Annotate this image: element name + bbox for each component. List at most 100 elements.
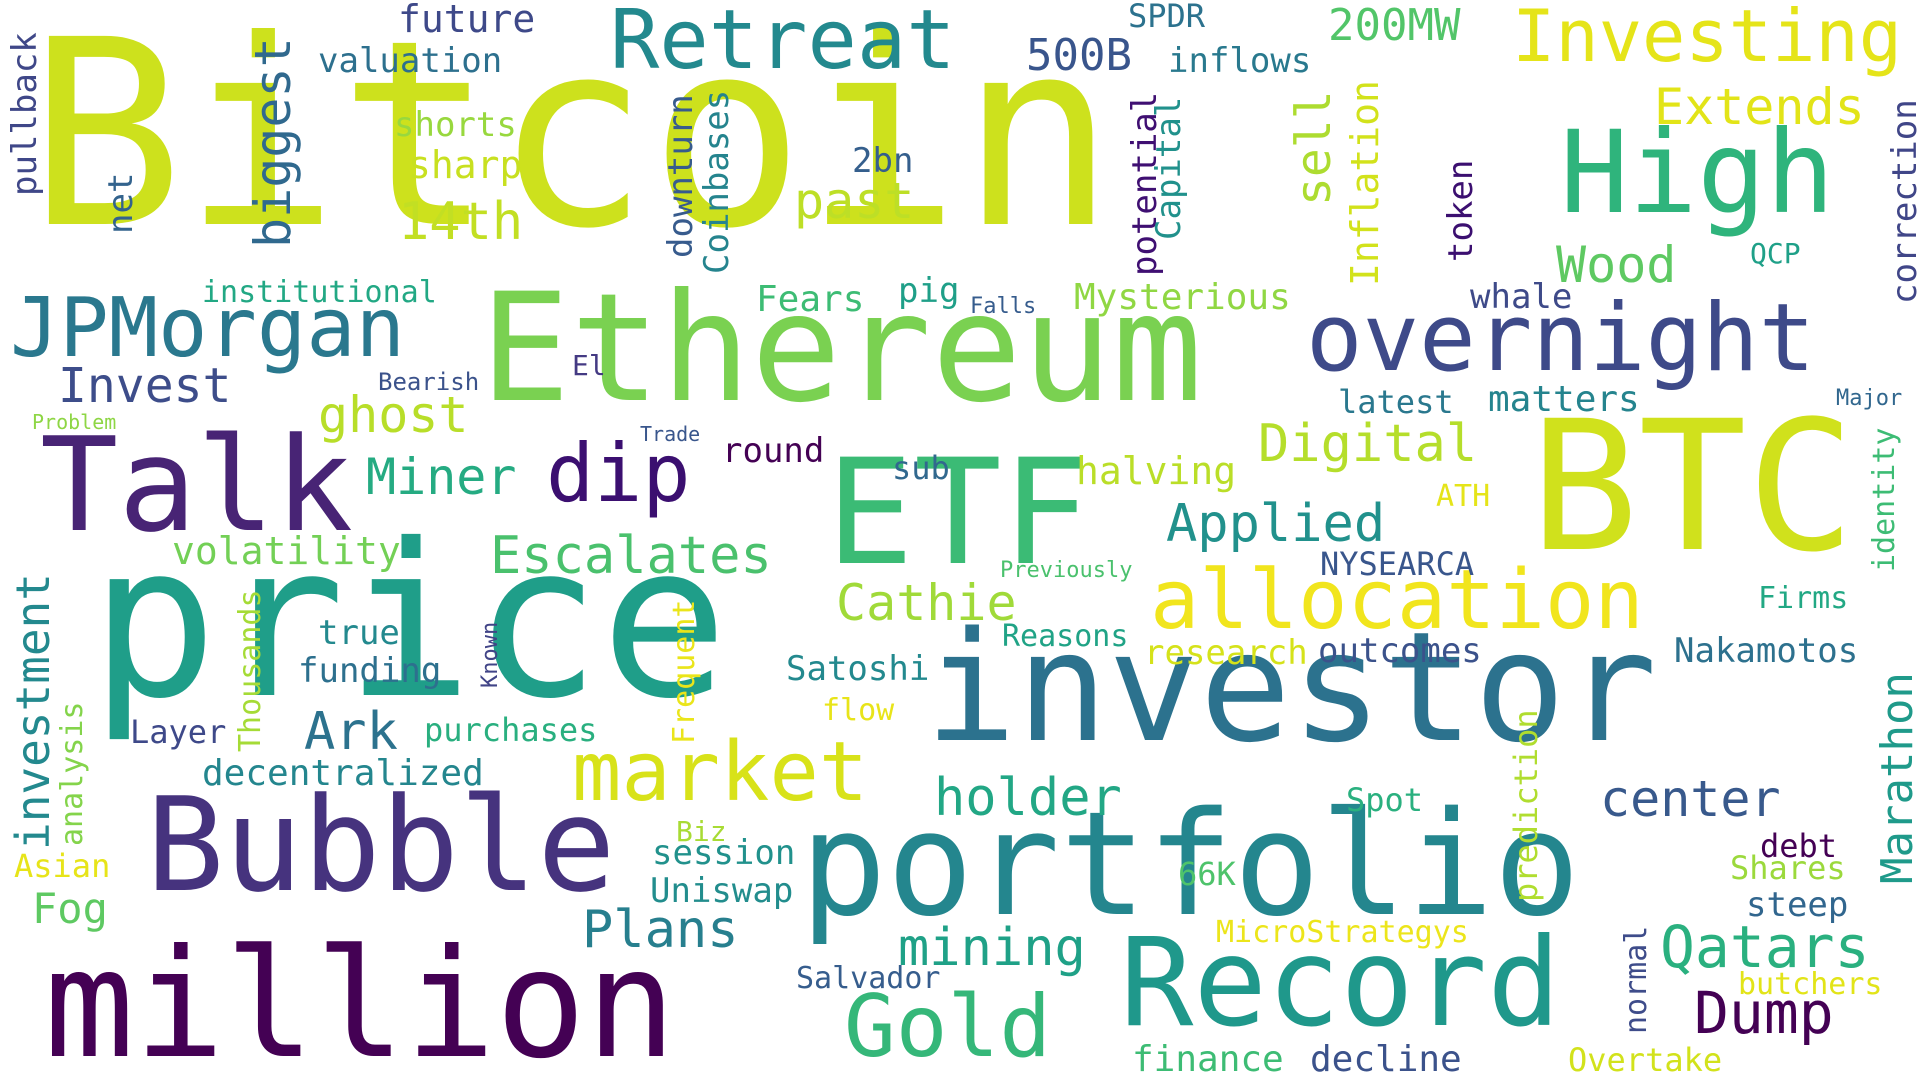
- word-round: round: [722, 431, 825, 471]
- word-shorts: shorts: [394, 105, 517, 145]
- word-net: net: [101, 172, 141, 234]
- word-token: token: [1441, 159, 1481, 262]
- word-high: High: [1560, 106, 1835, 239]
- word-center: center: [1600, 770, 1781, 828]
- word-ath: ATH: [1436, 479, 1491, 514]
- word-halving: halving: [1076, 449, 1237, 493]
- word-institutional: institutional: [202, 275, 437, 310]
- word-btc: BTC: [1530, 383, 1856, 592]
- word-qcp: QCP: [1750, 237, 1801, 270]
- word-miner: Miner: [366, 448, 517, 506]
- word-matters: matters: [1488, 379, 1640, 420]
- word-holder: holder: [934, 768, 1122, 828]
- word-spdr: SPDR: [1128, 0, 1206, 35]
- word-ark: Ark: [304, 702, 398, 762]
- word-debt: debt: [1760, 827, 1838, 865]
- word-nysearca: NYSEARCA: [1320, 545, 1475, 583]
- word-coinbases: Coinbases: [697, 89, 737, 274]
- word-sharp: sharp: [408, 143, 523, 187]
- word-fog: Fog: [32, 884, 108, 933]
- word-invest: Invest: [58, 358, 232, 414]
- word-investor: investor: [925, 599, 1658, 776]
- word-14th: 14th: [398, 192, 524, 252]
- word-nakamotos: Nakamotos: [1674, 631, 1859, 671]
- word-prediction: prediction: [1507, 709, 1545, 902]
- word-dip: dip: [546, 427, 691, 520]
- word-session: session: [652, 833, 796, 873]
- word-purchases: purchases: [424, 711, 598, 749]
- word-plans: Plans: [582, 900, 739, 960]
- word-bearish: Bearish: [378, 368, 480, 396]
- word-valuation: valuation: [318, 41, 503, 81]
- word-shares: Shares: [1730, 849, 1846, 887]
- word-million: million: [44, 918, 677, 1080]
- word-whale: whale: [1470, 277, 1573, 317]
- word-record: Record: [1120, 912, 1561, 1054]
- word-downturn: downturn: [661, 94, 701, 258]
- word-finance: finance: [1132, 1039, 1284, 1080]
- word-2bn: 2bn: [852, 141, 914, 181]
- word-known: Known: [478, 621, 503, 688]
- word-price: price: [90, 498, 729, 745]
- word-butchers: butchers: [1738, 967, 1883, 1002]
- word-66k: 66K: [1178, 855, 1236, 893]
- word-falls: Falls: [970, 294, 1037, 319]
- word-investment: investment: [6, 573, 60, 850]
- word-retreat: Retreat: [610, 0, 956, 88]
- word-latest: latest: [1338, 383, 1454, 421]
- word-dump: Dump: [1694, 979, 1834, 1047]
- word-problem: Problem: [32, 410, 117, 434]
- word-firms: Firms: [1758, 581, 1849, 616]
- word-steep: steep: [1746, 885, 1849, 925]
- word-uniswap: Uniswap: [650, 871, 794, 911]
- word-overtake: Overtake: [1568, 1041, 1723, 1079]
- word-500b: 500B: [1026, 30, 1132, 81]
- word-past: past: [794, 172, 915, 230]
- word-ghost: ghost: [318, 386, 469, 444]
- word-research: research: [1144, 633, 1308, 673]
- word-frequent: Frequent: [667, 599, 702, 745]
- word-allocation: allocation: [1150, 553, 1644, 648]
- word-el: El: [572, 349, 606, 382]
- word-gold: Gold: [844, 977, 1052, 1077]
- word-applied: Applied: [1166, 494, 1386, 554]
- word-inflation: Inflation: [1343, 80, 1387, 286]
- word-overnight: overnight: [1306, 284, 1816, 393]
- word-inflows: inflows: [1168, 41, 1312, 81]
- word-wood: Wood: [1556, 236, 1677, 294]
- word-flow: flow: [822, 693, 895, 728]
- word-decentralized: decentralized: [202, 753, 484, 794]
- word-market: market: [572, 725, 869, 820]
- word-mining: mining: [898, 918, 1086, 978]
- word-microstrategys: MicroStrategys: [1216, 915, 1469, 950]
- word-200mw: 200MW: [1328, 0, 1461, 51]
- word-reasons: Reasons: [1002, 619, 1129, 654]
- word-outcomes: outcomes: [1318, 631, 1482, 671]
- word-extends: Extends: [1654, 78, 1865, 136]
- word-pig: pig: [898, 271, 960, 311]
- word-asian: Asian: [14, 847, 111, 885]
- word-cathie: Cathie: [836, 574, 1017, 632]
- word-satoshi: Satoshi: [786, 649, 930, 689]
- word-biz: Biz: [676, 815, 727, 848]
- word-bitcoin: Bitcoin: [28, 0, 1116, 285]
- word-pullback: pullback: [5, 32, 45, 196]
- word-investing: Investing: [1512, 0, 1903, 78]
- word-trade: Trade: [640, 422, 701, 446]
- word-talk: Talk: [40, 409, 354, 561]
- word-funding: funding: [298, 651, 442, 691]
- word-jpmorgan: JPMorgan: [10, 281, 405, 376]
- word-major: Major: [1836, 386, 1903, 411]
- word-sell: sell: [1286, 90, 1342, 206]
- word-spot: Spot: [1346, 781, 1424, 819]
- word-analysis: analysis: [55, 701, 90, 847]
- word-etf: ETF: [826, 428, 1090, 598]
- word-bubble: Bubble: [146, 769, 616, 921]
- word-salvador: Salvador: [796, 961, 941, 996]
- word-thousands: Thousands: [233, 589, 268, 752]
- word-qatars: Qatars: [1660, 913, 1870, 981]
- word-ethereum: Ethereum: [480, 262, 1203, 436]
- word-biggest: biggest: [244, 37, 302, 248]
- word-portfolio: portfolio: [800, 780, 1581, 948]
